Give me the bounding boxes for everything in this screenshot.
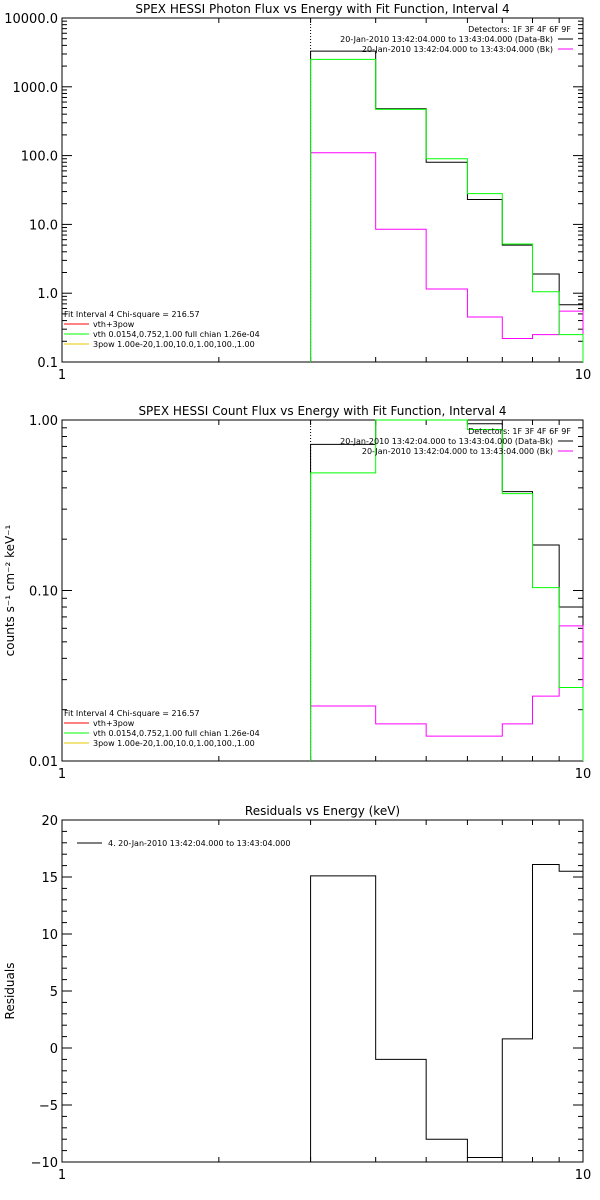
y-tick-label: 0.01 bbox=[29, 755, 58, 770]
fit-legend-header: Fit Interval 4 Chi-square = 216.57 bbox=[64, 709, 200, 718]
y-tick-label: 20 bbox=[41, 814, 58, 829]
legend-label: 4. 20-Jan-2010 13:42:04.000 to 13:43:04.… bbox=[108, 839, 290, 848]
y-axis-label: Residuals bbox=[3, 963, 17, 1020]
series-line-1 bbox=[310, 419, 584, 761]
series-line-3 bbox=[310, 58, 584, 362]
panel-1: SPEX HESSI Photon Flux vs Energy with Fi… bbox=[4, 2, 591, 383]
y-tick-label: 1000.0 bbox=[13, 81, 59, 96]
x-tick-label: 10 bbox=[575, 1168, 592, 1183]
y-tick-label: 0 bbox=[50, 1042, 58, 1057]
legend-label: 20-Jan-2010 13:42:04.000 to 13:43:04.000… bbox=[340, 437, 553, 446]
legend-header: Detectors: 1F 3F 4F 6F 9F bbox=[468, 25, 571, 34]
fit-legend-label: 3pow 1.00e-20,1.00,10.0,1.00,100.,1.00 bbox=[93, 739, 255, 748]
plot-frame bbox=[61, 819, 584, 1163]
panel-3: Residuals vs Energy (keV) 1 10 −10 −5 0 5 10 15 2… bbox=[3, 804, 591, 1183]
x-tick-label: 1 bbox=[58, 368, 66, 383]
y-tick-label: −5 bbox=[39, 1099, 58, 1114]
legend-label: 20-Jan-2010 13:42:04.000 to 13:43:04.000… bbox=[362, 45, 553, 54]
y-axis-label: counts s⁻¹ cm⁻² keV⁻¹ bbox=[3, 524, 17, 656]
chart-title: SPEX HESSI Count Flux vs Energy with Fit… bbox=[138, 404, 506, 418]
y-tick-label: 100.0 bbox=[21, 150, 58, 165]
series-line-3 bbox=[310, 419, 584, 761]
legend-header: Detectors: 1F 3F 4F 6F 9F bbox=[468, 427, 571, 436]
x-tick-label: 10 bbox=[575, 767, 592, 782]
y-tick-label: 1.0 bbox=[37, 287, 58, 302]
panel-2: SPEX HESSI Count Flux vs Energy with Fit… bbox=[3, 404, 591, 782]
y-tick-label: 15 bbox=[41, 871, 58, 886]
y-tick-label: 10 bbox=[41, 928, 58, 943]
legend-label: 20-Jan-2010 13:42:04.000 to 13:43:04.000… bbox=[362, 447, 553, 456]
fit-legend-label: 3pow 1.00e-20,1.00,10.0,1.00,100.,1.00 bbox=[93, 340, 255, 349]
fit-legend-label: vth+3pow bbox=[93, 719, 135, 728]
series-line-1 bbox=[310, 50, 584, 362]
y-tick-label: 0.1 bbox=[37, 356, 58, 371]
fit-legend-header: Fit Interval 4 Chi-square = 216.57 bbox=[64, 310, 200, 319]
y-tick-label: 0.10 bbox=[29, 585, 58, 600]
x-tick-label: 1 bbox=[58, 1168, 66, 1183]
y-tick-label: 10.0 bbox=[29, 218, 58, 233]
plot-frame bbox=[61, 17, 584, 363]
y-tick-label: 5 bbox=[50, 985, 58, 1000]
chart-title: Residuals vs Energy (keV) bbox=[245, 804, 400, 818]
y-tick-label: −10 bbox=[31, 1156, 58, 1171]
series-line-2 bbox=[310, 152, 584, 362]
x-tick-label: 10 bbox=[575, 368, 592, 383]
fit-legend-label: vth 0.0154,0.752,1.00 full chian 1.26e-0… bbox=[93, 330, 260, 339]
x-tick-label: 1 bbox=[58, 767, 66, 782]
fit-legend-label: vth+3pow bbox=[93, 320, 135, 329]
series-line-1 bbox=[310, 863, 584, 1162]
y-tick-label: 1.00 bbox=[29, 414, 58, 429]
chart-title: SPEX HESSI Photon Flux vs Energy with Fi… bbox=[135, 2, 509, 16]
series-line-2 bbox=[310, 625, 584, 761]
legend-label: 20-Jan-2010 13:42:04.000 to 13:43:04.000… bbox=[340, 35, 553, 44]
fit-legend-label: vth 0.0154,0.752,1.00 full chian 1.26e-0… bbox=[93, 729, 260, 738]
y-tick-label: 10000.0 bbox=[4, 12, 58, 27]
